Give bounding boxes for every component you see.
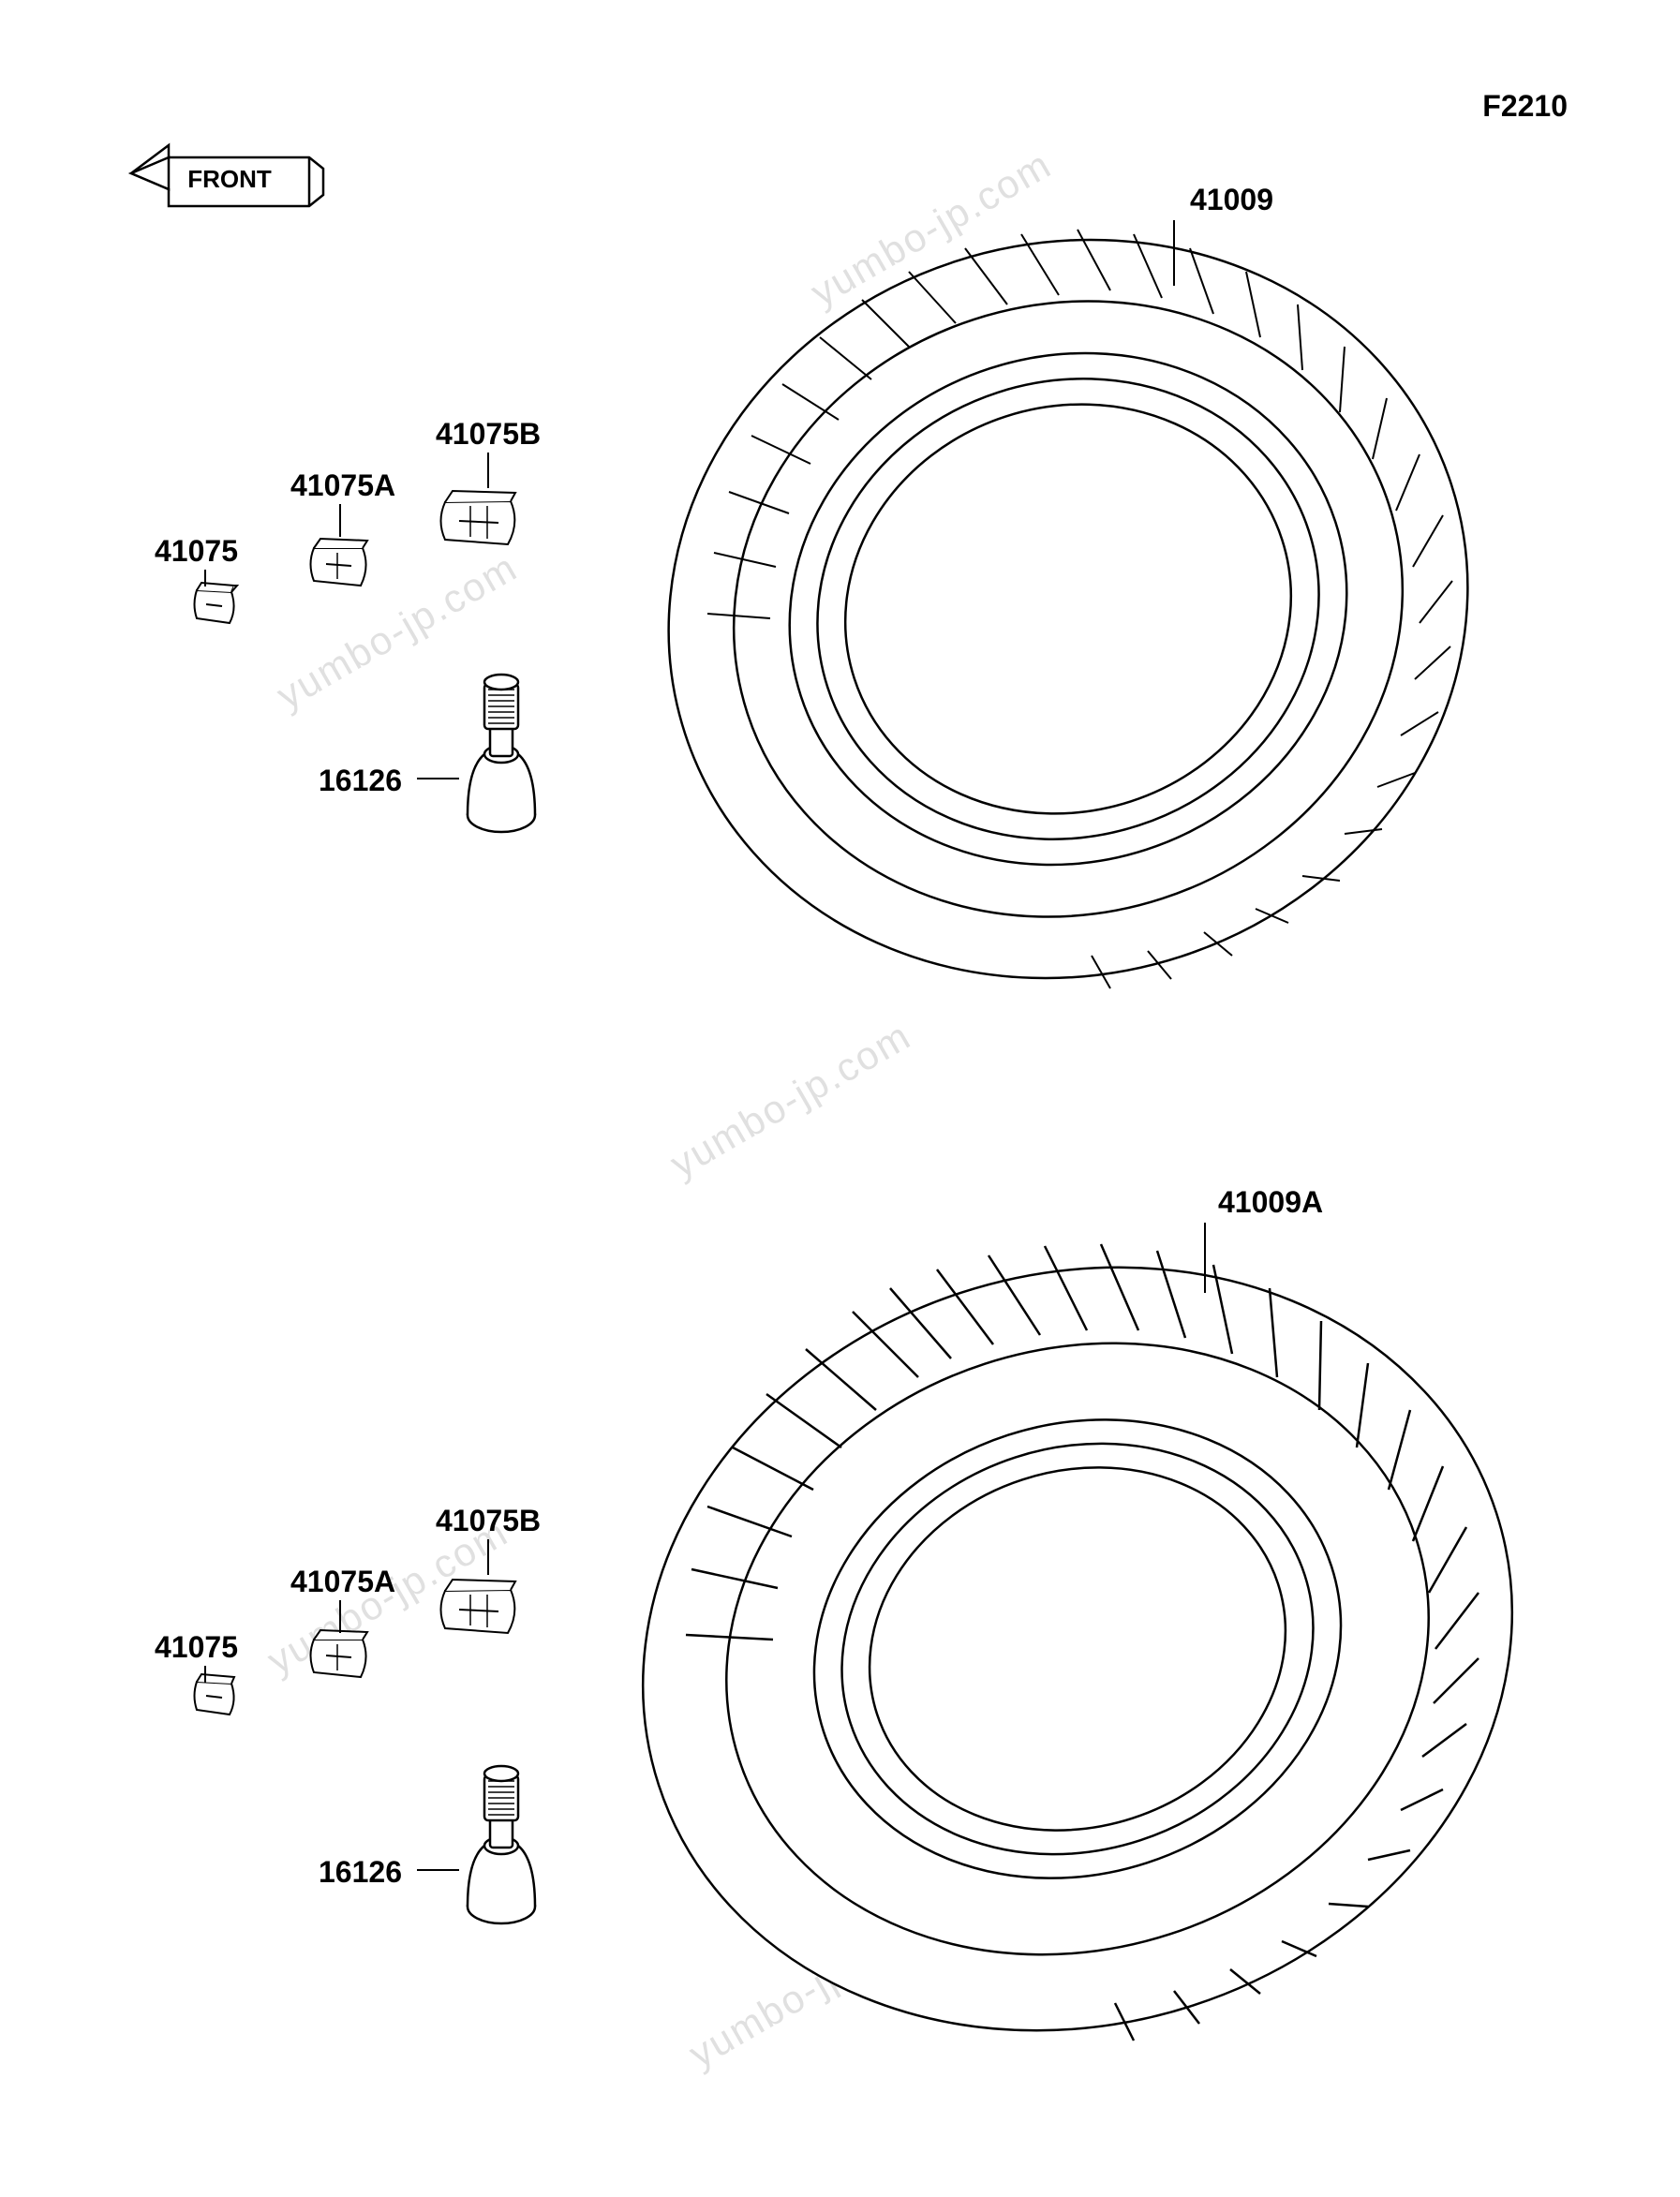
balance-weight-20g-icon xyxy=(300,1616,389,1700)
part-label-weight-30g: 41075B xyxy=(436,1504,541,1538)
leader-line xyxy=(417,1869,459,1871)
part-label-tire-front: 41009 xyxy=(1190,183,1273,217)
balance-weight-20g-icon xyxy=(300,525,389,609)
part-label-weight-20g: 41075A xyxy=(290,1565,395,1599)
leader-line xyxy=(487,453,489,488)
balance-weight-10g-icon xyxy=(183,1663,253,1733)
balance-weight-30g-icon xyxy=(431,476,539,570)
part-label-weight-10g: 41075 xyxy=(155,534,238,569)
leader-line xyxy=(487,1539,489,1575)
leader-line xyxy=(1173,220,1175,286)
leader-line xyxy=(339,504,341,537)
leader-line xyxy=(204,570,206,586)
diagram-container: F2210 FRONT yumbo-jp.com yumbo-jp.com yu… xyxy=(0,0,1680,2197)
tire-valve-icon xyxy=(445,1747,558,1930)
balance-weight-30g-icon xyxy=(431,1565,539,1658)
part-label-valve: 16126 xyxy=(319,1855,402,1890)
diagram-code: F2210 xyxy=(1482,89,1568,124)
watermark: yumbo-jp.com xyxy=(662,1013,918,1186)
part-label-weight-20g: 41075A xyxy=(290,468,395,503)
leader-line xyxy=(204,1666,206,1683)
front-tire xyxy=(647,187,1490,1031)
balance-weight-10g-icon xyxy=(183,572,253,642)
part-label-weight-30g: 41075B xyxy=(436,417,541,452)
part-label-weight-10g: 41075 xyxy=(155,1630,238,1665)
leader-line xyxy=(417,778,459,779)
leader-line xyxy=(1204,1223,1206,1293)
part-label-tire-rear: 41009A xyxy=(1218,1185,1323,1220)
leader-line xyxy=(339,1600,341,1633)
svg-text:FRONT: FRONT xyxy=(187,165,272,193)
front-arrow-icon: FRONT xyxy=(122,131,337,225)
rear-tire xyxy=(618,1190,1537,2108)
tire-valve-icon xyxy=(445,656,558,839)
part-label-valve: 16126 xyxy=(319,764,402,798)
